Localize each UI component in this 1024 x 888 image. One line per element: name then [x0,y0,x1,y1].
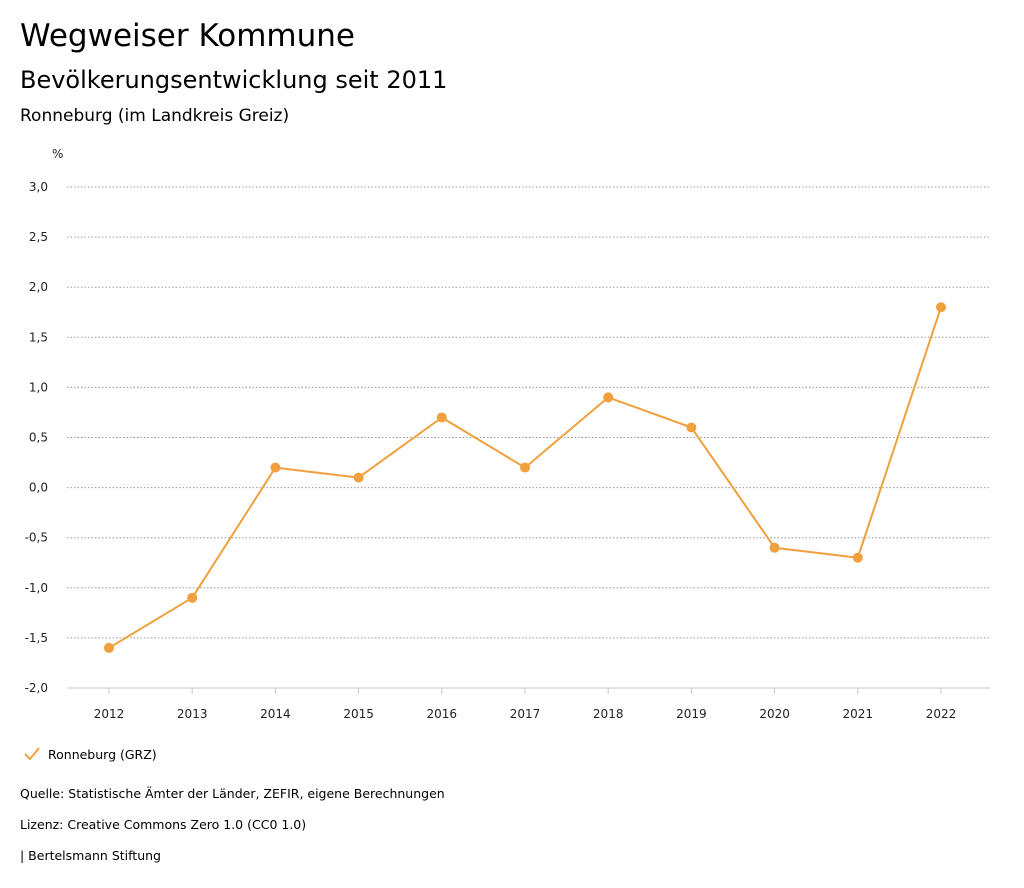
gridlines [67,186,990,639]
data-point[interactable] [603,392,614,403]
y-tick-label: 1,0 [29,380,48,394]
x-tick-label: 2020 [759,707,790,721]
x-tick-label: 2019 [676,707,707,721]
x-tick-label: 2014 [260,707,291,721]
y-tick-label: -1,0 [25,581,48,595]
y-tick-label: 3,0 [29,180,48,194]
x-tick-label: 2018 [593,707,624,721]
x-tick-label: 2022 [926,707,957,721]
y-unit-label: % [52,147,63,161]
page-title: Wegweiser Kommune [20,18,355,54]
y-tick-label: 0,5 [29,431,48,445]
y-tick-label: -2,0 [25,681,48,695]
x-tick-label: 2013 [177,707,208,721]
y-tick-label: -1,5 [25,631,48,645]
y-tick-label: 2,0 [29,280,48,294]
y-tick-label: 0,0 [29,481,48,495]
data-point[interactable] [936,302,946,313]
data-point[interactable] [353,472,364,483]
y-tick-label: 1,5 [29,330,48,344]
publisher-note: | Bertelsmann Stiftung [20,848,161,863]
data-point[interactable] [686,422,697,433]
data-point[interactable] [852,552,863,563]
x-tick-label: 2016 [427,707,458,721]
y-tick-label: -0,5 [25,531,48,545]
y-tick-label: 2,5 [29,230,48,244]
data-point[interactable] [104,642,114,653]
y-axis: 3,0 2,5 2,0 1,5 1,0 0,5 0,0 -0,5 -1,0 -1,5 -2,0 [25,180,48,695]
check-icon [24,747,40,761]
location-label: Ronneburg (im Landkreis Greiz) [20,106,290,126]
data-point[interactable] [436,412,447,423]
legend-label: Ronneburg (GRZ) [48,746,157,762]
data-series [104,302,946,653]
data-point[interactable] [520,462,530,473]
x-tick-label: 2015 [343,707,374,721]
x-tick-label: 2021 [843,707,874,721]
x-axis: 2012 2013 2014 2015 2016 2017 2018 2019 2020 2021… [94,688,957,721]
source-note: Quelle: Statistische Ämter der Länder, Z… [20,786,445,801]
license-note: Lizenz: Creative Commons Zero 1.0 (CC0 1… [20,817,307,832]
chart-subtitle: Bevölkerungsentwicklung seit 2011 [20,66,448,94]
x-tick-label: 2017 [510,707,541,721]
data-point[interactable] [187,592,198,603]
legend[interactable]: Ronneburg (GRZ) [22,744,157,764]
data-point[interactable] [769,542,780,553]
series-line [108,306,942,649]
data-point[interactable] [270,462,281,473]
x-tick-label: 2012 [94,707,125,721]
